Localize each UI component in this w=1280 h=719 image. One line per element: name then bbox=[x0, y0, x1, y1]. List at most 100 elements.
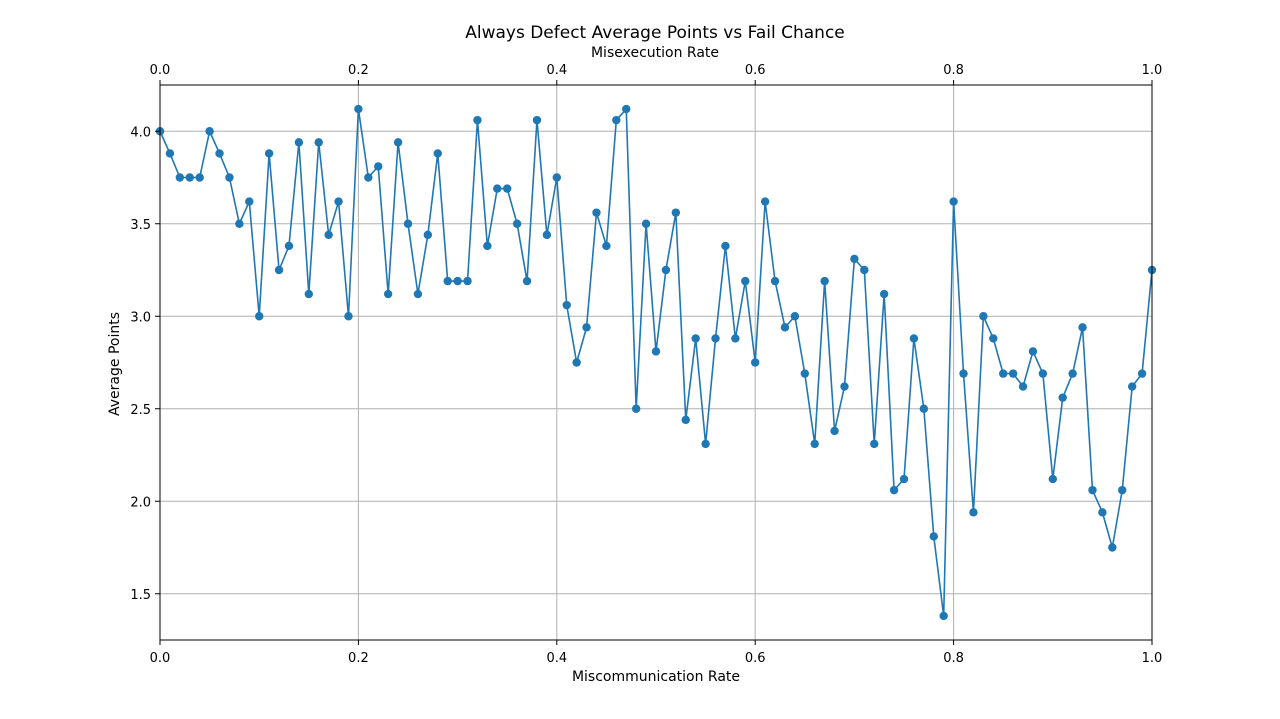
data-point bbox=[602, 241, 611, 251]
data-point bbox=[751, 358, 760, 367]
data-point bbox=[731, 334, 740, 343]
data-point bbox=[999, 369, 1008, 378]
data-point bbox=[463, 276, 472, 286]
data-point bbox=[503, 184, 512, 193]
y-tick-label: 2.0 bbox=[130, 495, 151, 510]
axis-ticks: 0.0 0.0 0.2 0.2 0.4 0.4 0.6 0.6 0.8 0.8 1.0 1.0 1.5 2… bbox=[130, 63, 1162, 666]
data-point bbox=[364, 173, 373, 182]
data-point bbox=[651, 347, 661, 356]
data-point bbox=[919, 404, 929, 413]
data-point bbox=[1038, 369, 1048, 378]
data-point bbox=[1068, 369, 1077, 378]
data-point bbox=[889, 485, 899, 495]
data-point bbox=[453, 276, 462, 286]
data-point bbox=[949, 197, 958, 206]
data-point bbox=[760, 197, 770, 206]
data-point bbox=[1048, 474, 1058, 484]
data-point bbox=[493, 184, 502, 193]
data-point bbox=[304, 289, 313, 299]
data-point bbox=[274, 265, 284, 275]
data-point bbox=[989, 334, 998, 343]
data-point bbox=[1137, 369, 1147, 378]
y-tick-label: 2.5 bbox=[130, 403, 151, 418]
y-axis-label: Average Points bbox=[107, 312, 123, 416]
data-point bbox=[255, 312, 264, 321]
series-line bbox=[159, 108, 1153, 617]
data-point bbox=[314, 138, 323, 147]
data-point bbox=[681, 415, 690, 425]
data-point bbox=[433, 149, 442, 158]
data-point bbox=[592, 208, 601, 217]
data-point bbox=[195, 173, 204, 182]
data-point bbox=[175, 173, 185, 182]
series-always-defect bbox=[155, 104, 1157, 621]
data-point bbox=[1127, 382, 1137, 391]
x2-tick-label: 1.0 bbox=[1142, 63, 1163, 78]
data-point bbox=[552, 173, 561, 182]
data-point bbox=[820, 276, 829, 286]
data-point bbox=[294, 138, 304, 147]
data-point bbox=[235, 219, 244, 228]
data-point bbox=[572, 358, 581, 367]
data-point bbox=[393, 138, 403, 147]
data-point bbox=[939, 611, 948, 621]
data-point bbox=[522, 276, 532, 286]
data-point bbox=[830, 426, 839, 436]
data-point bbox=[264, 149, 274, 158]
x-tick-label: 0.4 bbox=[546, 651, 567, 666]
data-point bbox=[1058, 393, 1067, 402]
x-tick-label: 1.0 bbox=[1142, 651, 1163, 666]
data-point bbox=[1088, 485, 1097, 495]
data-point bbox=[354, 104, 363, 114]
data-point bbox=[205, 127, 214, 136]
data-point bbox=[413, 289, 423, 299]
data-point bbox=[810, 439, 819, 449]
data-point bbox=[899, 474, 909, 484]
data-point bbox=[542, 230, 552, 240]
data-point bbox=[443, 276, 452, 286]
data-point bbox=[215, 149, 224, 158]
x-axis-label: Miscommunication Rate bbox=[572, 669, 740, 685]
top-axis-label: Misexecution Rate bbox=[591, 45, 719, 61]
chart-title: Always Defect Average Points vs Fail Cha… bbox=[465, 23, 845, 43]
data-point bbox=[959, 369, 968, 378]
x-tick-label: 0.0 bbox=[150, 651, 171, 666]
data-point bbox=[721, 241, 730, 251]
data-point bbox=[770, 276, 780, 286]
data-point bbox=[374, 162, 383, 171]
x2-tick-label: 0.4 bbox=[546, 63, 567, 78]
data-point bbox=[929, 532, 938, 541]
data-point bbox=[1108, 543, 1117, 552]
data-point bbox=[671, 208, 681, 217]
data-point bbox=[582, 323, 591, 332]
data-point bbox=[483, 241, 492, 251]
x-tick-label: 0.8 bbox=[943, 651, 964, 666]
x2-tick-label: 0.2 bbox=[348, 63, 369, 78]
data-point bbox=[909, 334, 919, 343]
y-tick-label: 3.0 bbox=[130, 310, 151, 325]
data-point bbox=[1028, 347, 1038, 356]
x2-tick-label: 0.6 bbox=[745, 63, 766, 78]
data-point bbox=[334, 197, 343, 206]
data-point bbox=[870, 439, 879, 449]
data-point bbox=[225, 173, 234, 182]
x2-tick-label: 0.8 bbox=[943, 63, 964, 78]
data-point bbox=[701, 439, 710, 449]
y-tick-label: 3.5 bbox=[130, 218, 151, 233]
data-point bbox=[780, 323, 790, 332]
data-point bbox=[612, 115, 621, 125]
data-point bbox=[1098, 508, 1107, 517]
x-tick-label: 0.2 bbox=[348, 651, 369, 666]
x2-tick-label: 0.0 bbox=[150, 63, 171, 78]
data-point bbox=[383, 289, 393, 299]
data-point bbox=[245, 197, 254, 206]
data-point bbox=[284, 241, 294, 251]
data-point bbox=[840, 382, 849, 391]
data-point bbox=[969, 508, 978, 517]
data-point bbox=[661, 265, 671, 275]
data-point bbox=[562, 300, 571, 310]
plot-frame bbox=[159, 84, 1153, 641]
data-point bbox=[879, 289, 889, 299]
y-tick-label: 1.5 bbox=[130, 588, 151, 603]
data-point bbox=[631, 404, 641, 413]
